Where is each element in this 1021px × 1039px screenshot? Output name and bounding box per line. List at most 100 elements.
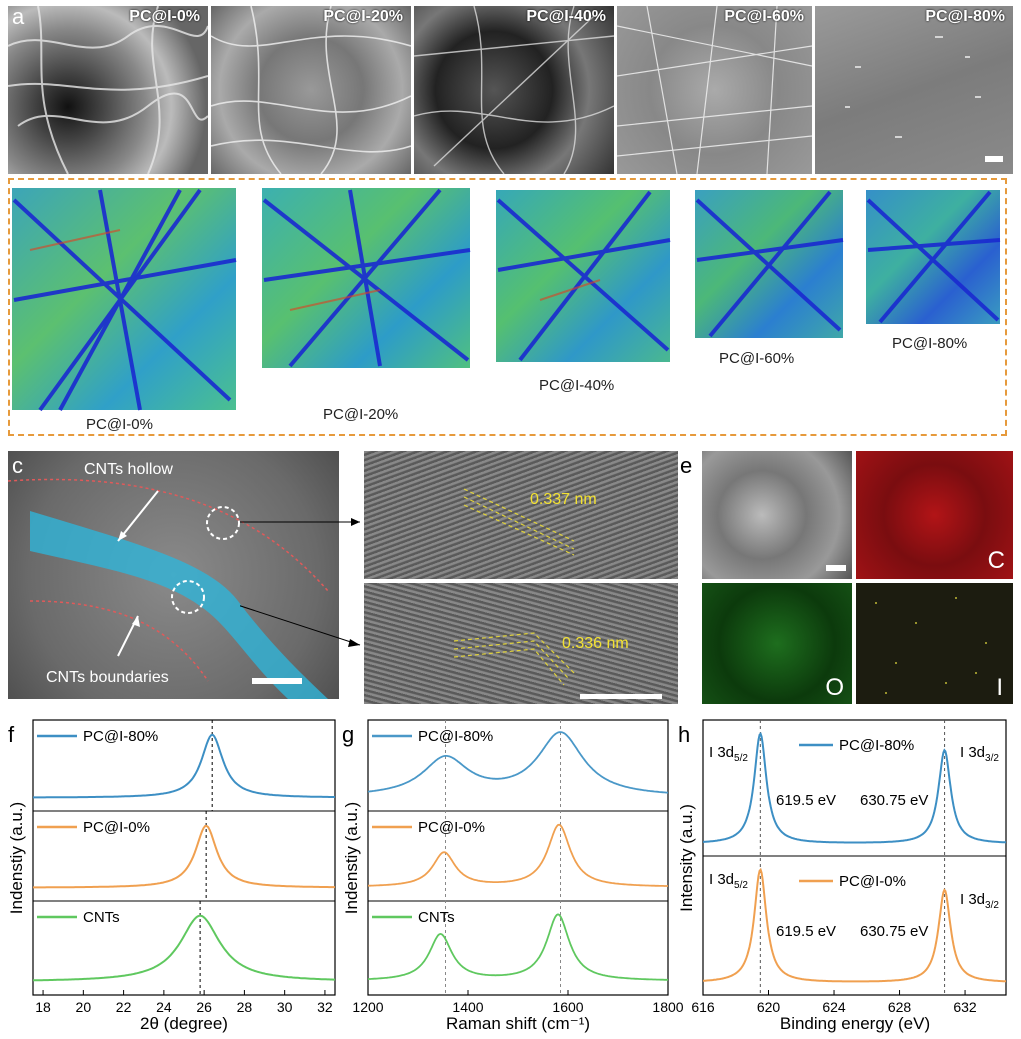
eds-label-c: C [987,547,1005,574]
chart-h-curves: PC@I-80% PC@I-0% [703,731,1007,983]
legend-label: PC@I-80% [418,728,493,745]
panel-letter-c: c [12,453,23,478]
xtick-label: 620 [757,999,781,1015]
h-bottom-peak2-label: I 3d3/2 [960,891,999,911]
spacing-label-top: 0.337 nm [530,491,597,508]
xtick-label: 28 [237,999,253,1015]
legend-label: PC@I-80% [839,737,914,754]
sem-label-60: PC@I-60% [724,8,804,25]
sem-image-60: PC@I-60% [617,6,812,174]
lattice-lines-top [463,488,575,556]
sim-label-60: PC@I-60% [719,350,795,367]
scale-bar [826,565,846,571]
cnt-boundaries-label: CNTs boundaries [46,669,169,686]
legend-label: PC@I-80% [83,728,158,745]
h-top-e1: 619.5 eV [776,792,836,809]
xtick-label: 1800 [652,999,683,1015]
xtick-label: 628 [888,999,912,1015]
sem-image-40: PC@I-40% [414,6,614,174]
lattice-lines-bottom [453,632,662,699]
sem-label-40: PC@I-40% [526,8,606,25]
series-line-PC@I-0% [703,867,1006,983]
series-line-PC@I-80% [703,731,1007,844]
sim-label-0: PC@I-0% [86,416,153,433]
legend-label: CNTs [418,909,455,926]
panel-letter-f: f [8,722,15,747]
sem-image-0: a PC@I-0% [8,6,208,174]
chart-f-xlabel: 2θ (degree) [140,1014,228,1033]
h-top-peak2-label: I 3d3/2 [960,744,999,764]
tem-overlay [8,478,329,699]
chart-h-ylabel: Intensity (a.u.) [677,804,696,912]
legend-label: PC@I-0% [83,819,150,836]
sem-texture-60 [617,6,812,174]
chart-h-xticks: 616 620 624 628 632 [691,990,977,1015]
zoom-arrows [240,518,361,647]
series-line-CNTs [33,914,335,982]
panel-letter-g: g [342,722,354,747]
xtick-label: 22 [116,999,132,1015]
xtick-label: 20 [76,999,92,1015]
cnt-hollow-label: CNTs hollow [84,461,173,478]
eds-map-o: O [702,583,852,704]
chart-h: 616 620 624 628 632 PC@I-80% PC@I-0% h Bindin… [677,719,1007,1033]
sem-label-20: PC@I-20% [323,8,403,25]
scale-bar [985,156,1003,162]
chart-g-frame [367,719,669,996]
xtick-label: 1200 [352,999,383,1015]
xtick-label: 1400 [452,999,483,1015]
hrtem-image-bottom: 0.336 nm [364,583,678,704]
chart-g-ref-lines [445,720,561,995]
hrtem-image-top: d 0.337 nm [364,451,678,579]
h-top-peak1-label: I 3d5/2 [709,744,748,764]
eds-label-o: O [825,674,844,701]
spacing-label-bottom: 0.336 nm [562,635,629,652]
sem-texture-20 [211,6,411,174]
series-line-PC@I-80% [33,733,335,799]
chart-h-frame [702,719,1007,996]
eds-label-i: I [996,674,1003,701]
panel-letter-a: a [12,6,25,29]
eds-map-c: C [856,451,1013,579]
chart-g-ylabel: Indenstiy (a.u.) [342,802,361,914]
sem-texture-80 [845,36,1003,162]
chart-f-frame [32,719,336,996]
xtick-label: 1600 [552,999,583,1015]
tem-image: c CNTs hollow CNTs boundaries [8,451,339,699]
sim-fiber-overlay [12,188,1001,412]
series-line-PC@I-0% [33,824,335,889]
xtick-label: 24 [156,999,172,1015]
chart-h-xlabel: Binding energy (eV) [780,1014,930,1033]
panel-letter-h: h [678,722,690,747]
sem-label-80: PC@I-80% [925,8,1005,25]
legend-label: CNTs [83,909,120,926]
panel-letter-e: e [680,453,693,478]
zoom-circle-1 [206,506,240,540]
chart-g-xticks: 1200 1400 1600 1800 [352,990,684,1015]
series-line-PC@I-80% [367,731,669,794]
eds-sem-overlay [826,565,846,571]
sem-texture-40 [414,6,614,174]
scale-bar [580,694,662,699]
sem-image-80: PC@I-80% [815,6,1013,174]
h-bottom-e2: 630.75 eV [860,923,928,940]
chart-f-ylabel: Indenstiy (a.u.) [7,802,26,914]
series-line-CNTs [367,913,668,981]
xtick-label: 624 [822,999,846,1015]
sim-label-40: PC@I-40% [539,377,615,394]
simulation-box [8,178,1007,436]
chart-f: 18 20 22 24 26 28 30 32 PC@I-80% PC@I-0% CNTs f 2… [7,719,336,1033]
sem-label-0: PC@I-0% [129,8,200,25]
xtick-label: 616 [691,999,715,1015]
legend-label: PC@I-0% [418,819,485,836]
chart-g-xlabel: Raman shift (cm⁻¹) [446,1014,590,1033]
chart-f-curves: PC@I-80% PC@I-0% CNTs [33,728,335,982]
h-bottom-peak1-label: I 3d5/2 [709,871,748,891]
scale-bar [252,678,302,684]
xtick-label: 32 [317,999,333,1015]
sem-texture-0 [8,6,208,174]
legend-label: PC@I-0% [839,873,906,890]
chart-h-ref-lines [759,720,946,995]
eds-i-dots [875,597,987,694]
cnt-hollow-region [30,511,328,699]
